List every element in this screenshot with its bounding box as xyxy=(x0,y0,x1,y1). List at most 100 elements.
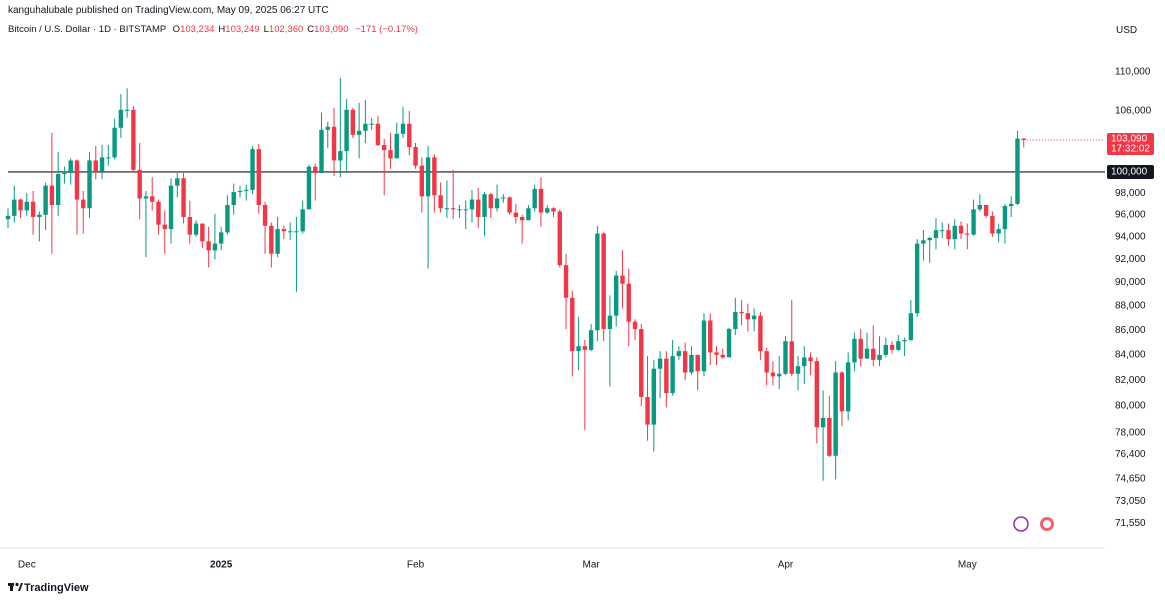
candle-body xyxy=(369,123,374,125)
candle xyxy=(457,204,462,219)
candle-body xyxy=(162,224,167,230)
candle-body xyxy=(563,265,569,298)
candle-body xyxy=(187,216,193,235)
candle-body xyxy=(551,208,556,212)
x-tick-label: Feb xyxy=(407,560,425,571)
candle xyxy=(375,115,381,147)
candle xyxy=(37,211,42,242)
candle-body xyxy=(244,189,249,192)
candle xyxy=(294,216,299,292)
candle-body xyxy=(413,147,418,166)
candle xyxy=(494,184,500,212)
candle xyxy=(106,145,111,166)
candle-body xyxy=(595,233,600,331)
candle-body xyxy=(469,199,475,210)
candle xyxy=(889,341,895,354)
candle xyxy=(1015,130,1020,205)
candle xyxy=(281,225,287,240)
candle-body xyxy=(394,133,399,159)
candle xyxy=(651,359,657,452)
symbol: Bitcoin / U.S. Dollar · 1D · BITSTAMP xyxy=(8,24,167,35)
candle-body xyxy=(237,191,243,193)
candle-body xyxy=(200,223,205,242)
candle-body xyxy=(49,185,55,205)
candle-body xyxy=(933,230,939,238)
brand: TradingView xyxy=(24,582,89,594)
y-tick-label: 106,000 xyxy=(1115,105,1152,116)
candle xyxy=(896,335,901,352)
y-tick-label: 71,550 xyxy=(1115,518,1146,529)
candle-body xyxy=(513,212,519,217)
candle xyxy=(482,192,487,236)
candle xyxy=(576,316,581,370)
candle xyxy=(244,184,249,201)
change: −171 (−0.17%) xyxy=(355,24,418,35)
candle xyxy=(250,146,255,195)
candle-body xyxy=(331,126,337,161)
candle xyxy=(946,223,951,246)
candle-body xyxy=(55,174,61,205)
candle xyxy=(977,194,983,212)
candle-body xyxy=(425,157,431,197)
x-tick-label: 2025 xyxy=(210,560,233,571)
candle-body xyxy=(657,358,663,369)
candle-body xyxy=(676,351,682,357)
candle xyxy=(24,193,30,216)
candle xyxy=(168,178,174,244)
candle xyxy=(313,163,318,201)
candle-body xyxy=(74,160,80,200)
candle xyxy=(921,230,926,261)
symbol-legend: Bitcoin / U.S. Dollar · 1D · BITSTAMP O1… xyxy=(8,24,418,35)
candle xyxy=(626,268,631,347)
y-tick-label: 82,000 xyxy=(1115,375,1146,386)
candle xyxy=(789,300,794,377)
candle-body xyxy=(651,368,657,425)
candle-body xyxy=(388,150,393,159)
candle xyxy=(150,177,155,211)
candle-body xyxy=(664,358,669,394)
candle-body xyxy=(501,197,506,199)
ohlc-fields: O103,234 H103,249 L102,360 C103,090 xyxy=(169,24,349,35)
candle xyxy=(18,198,23,219)
candle xyxy=(570,290,575,377)
candle-body xyxy=(306,166,312,210)
candle xyxy=(545,204,550,214)
candle-body xyxy=(582,346,588,350)
candle xyxy=(488,193,493,219)
candle xyxy=(551,207,556,217)
candle-body xyxy=(845,362,851,412)
candle-body xyxy=(488,194,493,209)
candle xyxy=(118,94,124,138)
field-key: H xyxy=(218,24,226,35)
candle-body xyxy=(12,199,17,216)
candle xyxy=(425,146,431,269)
candle xyxy=(958,221,964,240)
candle-body xyxy=(269,225,274,254)
candle-body xyxy=(570,297,575,352)
candle xyxy=(212,213,218,260)
candle-body xyxy=(99,157,105,172)
y-tick-label: 73,050 xyxy=(1115,496,1146,507)
y-tick-label: 90,000 xyxy=(1115,277,1146,288)
candle-body xyxy=(287,231,293,233)
candle-body xyxy=(212,243,218,251)
candle xyxy=(708,313,713,365)
candle-body xyxy=(1015,138,1020,204)
candle-body xyxy=(921,240,926,244)
candle xyxy=(914,239,920,317)
candle-body xyxy=(87,160,92,209)
candle xyxy=(112,118,117,160)
logo-part xyxy=(10,583,13,591)
candle-body xyxy=(996,229,1001,234)
candle xyxy=(883,337,888,358)
y-tick-label: 86,000 xyxy=(1115,325,1146,336)
candle xyxy=(43,182,48,231)
candle xyxy=(463,200,468,230)
candle-body xyxy=(281,229,287,232)
hline-tag xyxy=(1107,164,1154,179)
candle-body xyxy=(695,354,700,372)
candle-body xyxy=(588,330,594,350)
candle-body xyxy=(68,160,73,173)
candle xyxy=(1021,138,1026,148)
